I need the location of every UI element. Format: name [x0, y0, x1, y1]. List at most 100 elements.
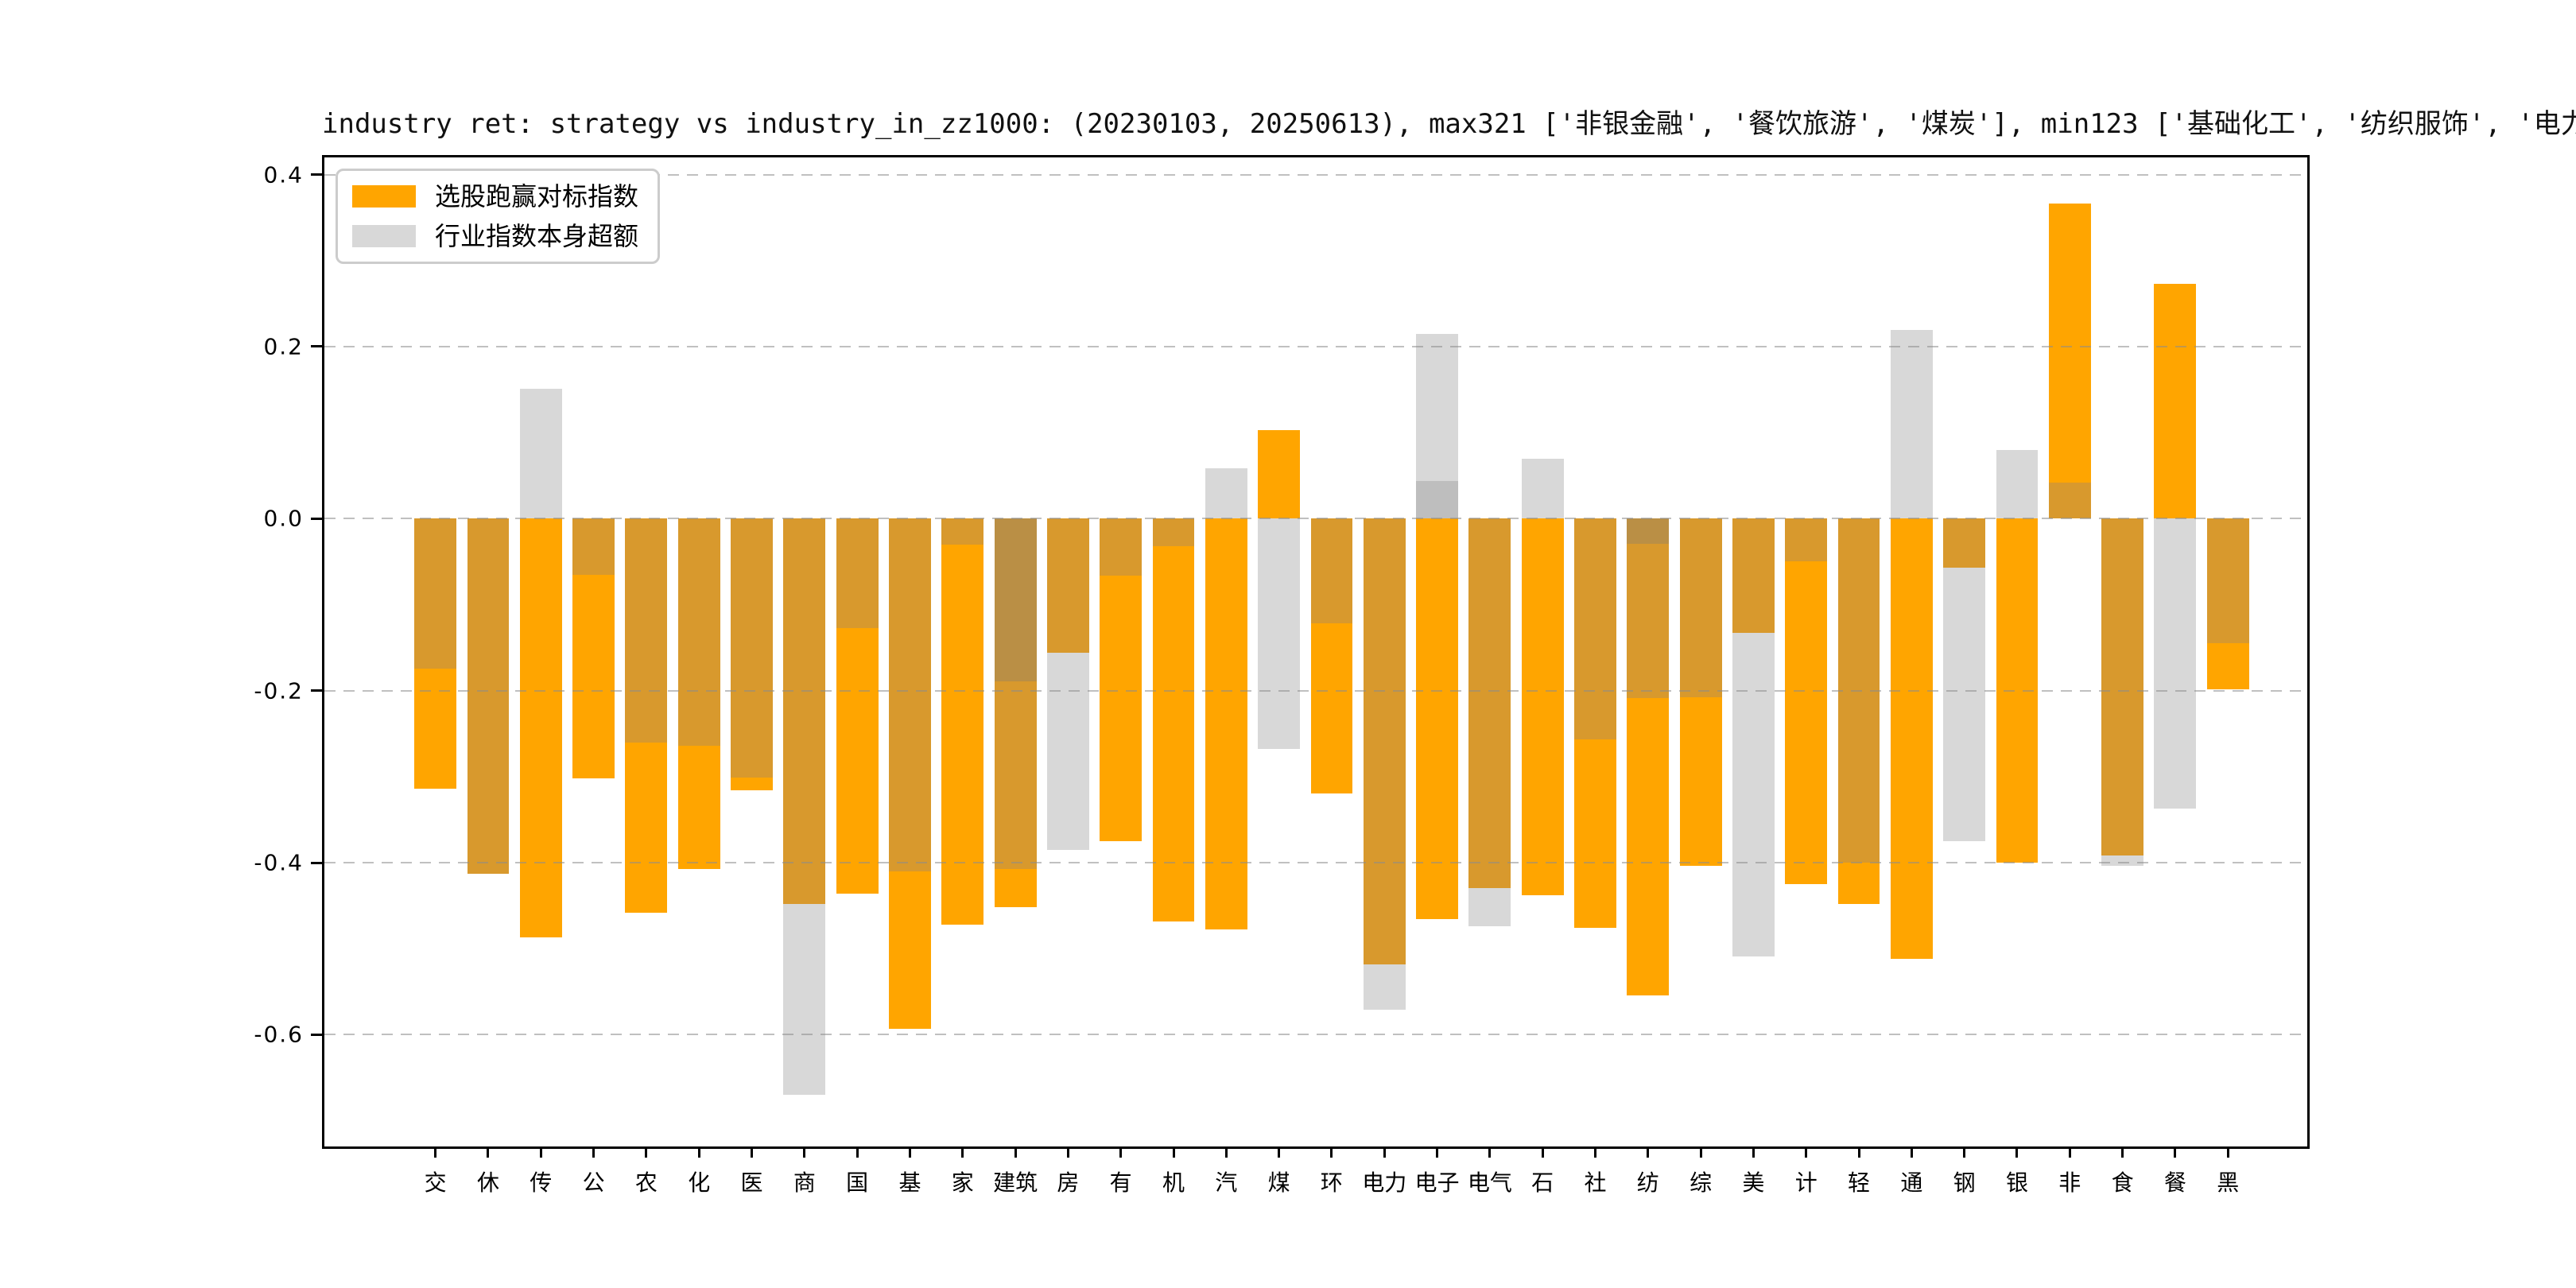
x-tick-mark [539, 1146, 542, 1158]
x-tick-label: 社 [1584, 1170, 1607, 1196]
bar-segment-黑 [2206, 518, 2249, 644]
x-tick-label: 建筑 [993, 1170, 1038, 1196]
x-tick-label: 纺 [1636, 1170, 1659, 1196]
x-tick-label: 黑 [2217, 1170, 2240, 1196]
x-tick-label: 休 [476, 1170, 499, 1196]
x-tick-mark [1857, 1146, 1860, 1158]
bar-segment-化 [677, 745, 720, 869]
legend-label: 行业指数本身超额 [435, 221, 639, 251]
legend-item: 行业指数本身超额 [352, 222, 638, 250]
x-tick-label: 房 [1057, 1170, 1080, 1196]
bar-segment-通 [1890, 518, 1933, 960]
x-tick-label: 有 [1109, 1170, 1132, 1196]
x-tick-label: 综 [1690, 1170, 1713, 1196]
x-tick-mark [1488, 1146, 1492, 1158]
bar-segment-房 [1046, 653, 1089, 850]
bar-segment-纺 [1627, 543, 1670, 699]
legend-label: 选股跑赢对标指数 [435, 181, 639, 211]
x-tick-label: 农 [634, 1170, 658, 1196]
bar-segment-电力 [1363, 518, 1406, 964]
bar-segment-环 [1310, 623, 1353, 794]
legend: 选股跑赢对标指数 行业指数本身超额 [336, 169, 661, 264]
bar-segment-餐 [2154, 518, 2197, 809]
x-tick-mark [1224, 1146, 1228, 1158]
x-tick-label: 电子 [1414, 1170, 1460, 1196]
x-tick-mark [434, 1146, 437, 1158]
bar-segment-银 [1996, 449, 2039, 519]
bar-segment-计 [1785, 561, 1828, 885]
x-tick-label: 通 [1900, 1170, 1923, 1196]
x-tick-label: 传 [530, 1170, 553, 1196]
gridline [324, 518, 2307, 520]
gridline [324, 862, 2307, 864]
x-tick-label: 食 [2111, 1170, 2134, 1196]
x-tick-label: 餐 [2163, 1170, 2186, 1196]
bar-segment-电气 [1468, 518, 1511, 889]
bar-segment-化 [677, 518, 720, 746]
y-tick-label: -0.6 [254, 1021, 304, 1048]
x-tick-mark [2121, 1146, 2124, 1158]
x-tick-mark [2226, 1146, 2229, 1158]
bar-segment-综 [1679, 518, 1722, 698]
x-tick-mark [645, 1146, 648, 1158]
bar-segment-机 [1152, 518, 1195, 546]
bar-segment-机 [1152, 545, 1195, 921]
bar-segment-非 [2048, 482, 2091, 519]
gridline [324, 689, 2307, 692]
x-tick-label: 环 [1320, 1170, 1343, 1196]
x-tick-mark [751, 1146, 754, 1158]
x-tick-mark [1910, 1146, 1913, 1158]
y-tick-label: -0.2 [254, 677, 304, 704]
x-tick-mark [1436, 1146, 1439, 1158]
bar-segment-电子 [1416, 480, 1458, 519]
bar-segment-食 [2101, 518, 2144, 856]
x-tick-label: 机 [1162, 1170, 1185, 1196]
legend-item: 选股跑赢对标指数 [352, 182, 638, 211]
bar-segment-基 [889, 871, 931, 1029]
bar-segment-有 [1100, 575, 1143, 841]
bar-segment-公 [572, 518, 615, 575]
gridline [324, 1034, 2307, 1036]
x-tick-label: 轻 [1848, 1170, 1871, 1196]
y-tick-label: 0.2 [263, 333, 304, 360]
bar-segment-商 [783, 518, 826, 904]
y-tick-mark [311, 689, 322, 692]
x-tick-label: 银 [2005, 1170, 2028, 1196]
bar-segment-汽 [1205, 518, 1247, 930]
x-tick-mark [487, 1146, 490, 1158]
x-tick-mark [1383, 1146, 1386, 1158]
x-tick-label: 计 [1794, 1170, 1818, 1196]
bar-segment-房 [1046, 518, 1089, 654]
legend-swatch-orange [352, 185, 416, 208]
x-tick-label: 化 [688, 1170, 711, 1196]
x-tick-mark [1066, 1146, 1069, 1158]
x-tick-mark [1699, 1146, 1702, 1158]
bar-segment-社 [1574, 739, 1616, 929]
bar-segment-农 [625, 518, 668, 743]
x-tick-label: 美 [1742, 1170, 1765, 1196]
bar-segment-钢 [1943, 567, 1986, 841]
x-tick-mark [2174, 1146, 2177, 1158]
x-tick-mark [855, 1146, 859, 1158]
bar-segment-农 [625, 742, 668, 913]
bar-segment-传 [519, 388, 562, 519]
bar-segment-交 [414, 518, 457, 669]
x-tick-label: 煤 [1267, 1170, 1290, 1196]
x-tick-mark [1330, 1146, 1333, 1158]
bar-segment-煤 [1258, 518, 1301, 750]
x-tick-label: 电力 [1362, 1170, 1407, 1196]
bar-segment-电子 [1416, 518, 1458, 920]
bar-segment-美 [1732, 518, 1775, 634]
bar-segment-汽 [1205, 467, 1247, 519]
x-tick-label: 国 [846, 1170, 869, 1196]
y-tick-mark [311, 345, 322, 348]
x-tick-label: 基 [898, 1170, 921, 1196]
bar-segment-计 [1785, 518, 1828, 562]
x-tick-mark [1752, 1146, 1755, 1158]
y-tick-label: 0.0 [263, 505, 304, 532]
bar-segment-通 [1890, 330, 1933, 519]
y-tick-label: -0.4 [254, 849, 304, 876]
x-tick-mark [1593, 1146, 1596, 1158]
x-tick-mark [1647, 1146, 1650, 1158]
gridline [324, 173, 2307, 176]
